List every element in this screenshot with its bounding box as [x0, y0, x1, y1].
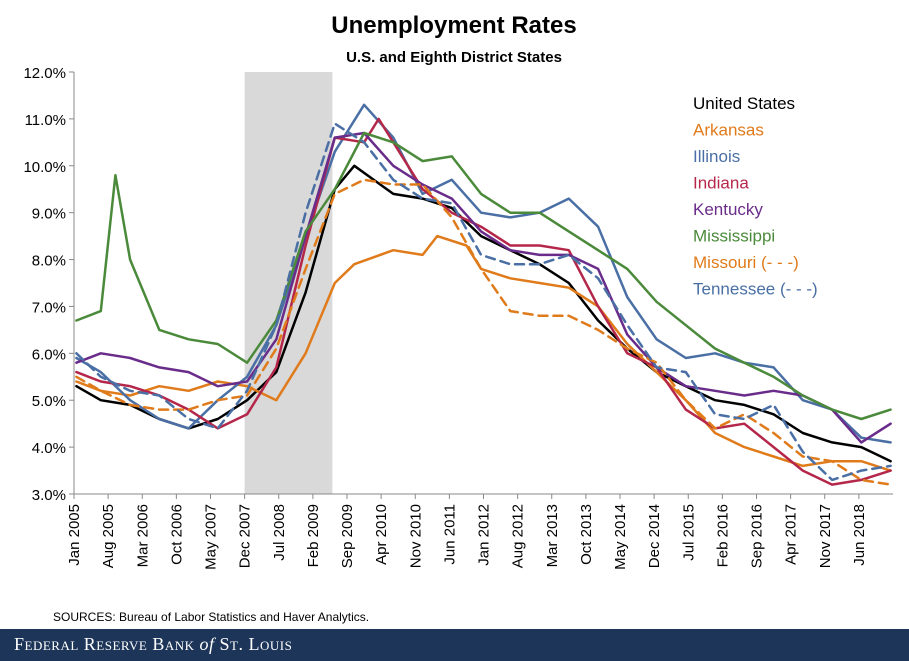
series-line-kentucky	[75, 131, 892, 444]
x-tick-label: Apr 2010	[373, 504, 390, 565]
x-tick-label: Mar 2013	[544, 504, 561, 567]
chart-subtitle: U.S. and Eighth District States	[346, 49, 562, 66]
series-line-missouri	[75, 178, 892, 486]
x-tick-label: Sep 2016	[749, 504, 766, 568]
x-tick-label: Nov 2010	[407, 504, 424, 568]
x-tick-label: Oct 2006	[168, 504, 185, 565]
x-tick-label: Aug 2012	[510, 504, 527, 568]
y-tick-label: 6.0%	[32, 346, 66, 363]
y-tick-label: 4.0%	[32, 440, 66, 457]
x-tick-label: Mar 2006	[134, 504, 151, 567]
legend-entry-illinois: Illinois	[693, 147, 740, 166]
y-tick-label: 12.0%	[23, 65, 66, 82]
legend-entry-arkansas: Arkansas	[693, 121, 764, 140]
chart-title: Unemployment Rates	[331, 12, 576, 39]
y-tick-label: 10.0%	[23, 159, 66, 176]
y-tick-label: 7.0%	[32, 299, 66, 316]
x-tick-label: Nov 2017	[817, 504, 834, 568]
x-tick-label: Aug 2005	[100, 504, 117, 568]
y-tick-label: 8.0%	[32, 253, 66, 270]
legend-entry-united-states: United States	[693, 94, 795, 113]
y-tick-label: 5.0%	[32, 393, 66, 410]
series-line-tennessee	[75, 122, 892, 482]
footer-bar: Federal Reserve Bank of St. Louis	[0, 629, 909, 661]
source-note: SOURCES: Bureau of Labor Statistics and …	[53, 610, 370, 624]
x-tick-label: Jan 2005	[66, 504, 83, 566]
unemployment-chart: Unemployment Rates U.S. and Eighth Distr…	[23, 12, 893, 570]
brand-part2: St. Louis	[214, 634, 293, 654]
y-tick-label: 9.0%	[32, 206, 66, 223]
x-tick-label: Apr 2017	[783, 504, 800, 565]
plot-area: 3.0% 4.0% 5.0% 6.0% 7.0% 8.0% 9.0% 10.0% 11.0% 12…	[23, 65, 893, 570]
brand-part1: Federal Reserve Bank	[14, 634, 200, 654]
legend-entry-mississippi: Mississippi	[693, 227, 775, 246]
x-tick-label: May 2014	[612, 504, 629, 570]
x-tick-label: May 2007	[203, 504, 220, 570]
x-tick-label: Feb 2016	[714, 504, 731, 567]
x-tick-label: Jul 2008	[271, 504, 288, 561]
series-line-indiana	[75, 117, 892, 486]
x-tick-label: Oct 2013	[578, 504, 595, 565]
series-line-illinois	[75, 103, 892, 444]
x-tick-label: Jul 2015	[680, 504, 697, 561]
x-tick-label: Dec 2007	[237, 504, 254, 568]
x-tick-label: Dec 2014	[646, 504, 663, 568]
x-tick-label: Jun 2018	[851, 504, 868, 566]
legend-entry-tennessee: Tennessee (- - -)	[693, 280, 818, 299]
x-tick-label: Jan 2012	[476, 504, 493, 566]
series-line-mississippi	[75, 131, 892, 421]
y-tick-label: 3.0%	[32, 487, 66, 504]
y-tick-label: 11.0%	[25, 112, 66, 129]
legend-entry-kentucky: Kentucky	[693, 200, 763, 219]
x-tick-label: Feb 2009	[305, 504, 322, 567]
legend-entry-missouri: Missouri (- - -)	[693, 253, 799, 272]
brand-of: of	[199, 634, 215, 654]
x-tick-label: Sep 2009	[339, 504, 356, 568]
x-tick-label: Jun 2011	[441, 504, 458, 565]
footer-brand: Federal Reserve Bank of St. Louis	[14, 634, 292, 655]
legend-entry-indiana: Indiana	[693, 174, 749, 193]
